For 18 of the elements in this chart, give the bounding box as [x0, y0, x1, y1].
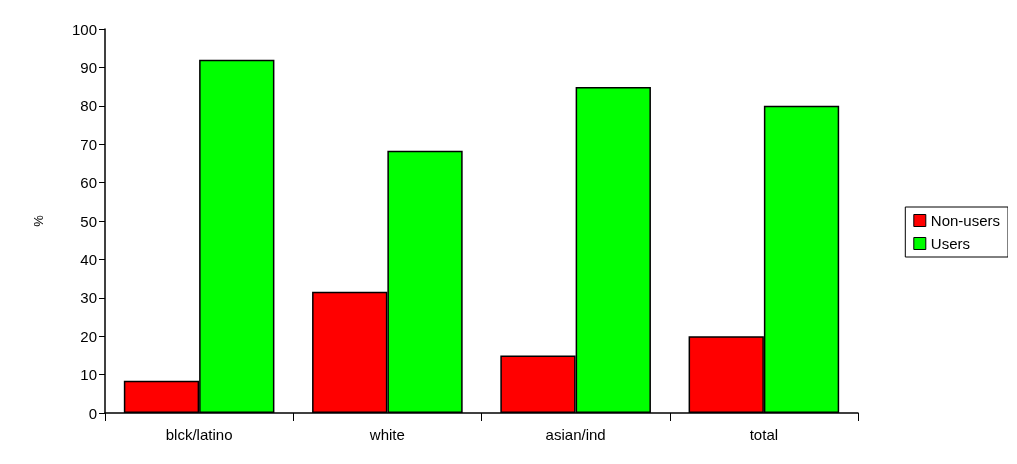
- legend-label: Non-users: [930, 212, 1001, 229]
- x-tick-label: blck/latino: [165, 426, 233, 443]
- y-tick-label: 40: [80, 250, 97, 268]
- legend-label: Users: [930, 235, 970, 252]
- y-axis-title: %: [31, 214, 46, 227]
- x-tick-label: asian/ind: [545, 426, 606, 443]
- x-tick-label: white: [368, 426, 405, 443]
- y-tick-label: 70: [80, 135, 97, 153]
- y-tick-label: 30: [80, 289, 97, 307]
- y-tick-label: 20: [80, 327, 97, 345]
- y-tick-label: 100: [71, 20, 97, 38]
- y-tick-label: 50: [80, 212, 97, 230]
- y-tick-label: 60: [80, 174, 97, 192]
- x-tick-label: total: [749, 426, 779, 443]
- y-tick-label: 90: [80, 58, 97, 76]
- y-tick-label: 0: [88, 404, 97, 422]
- y-tick-label: 80: [80, 97, 97, 115]
- y-tick-label: 10: [80, 366, 97, 384]
